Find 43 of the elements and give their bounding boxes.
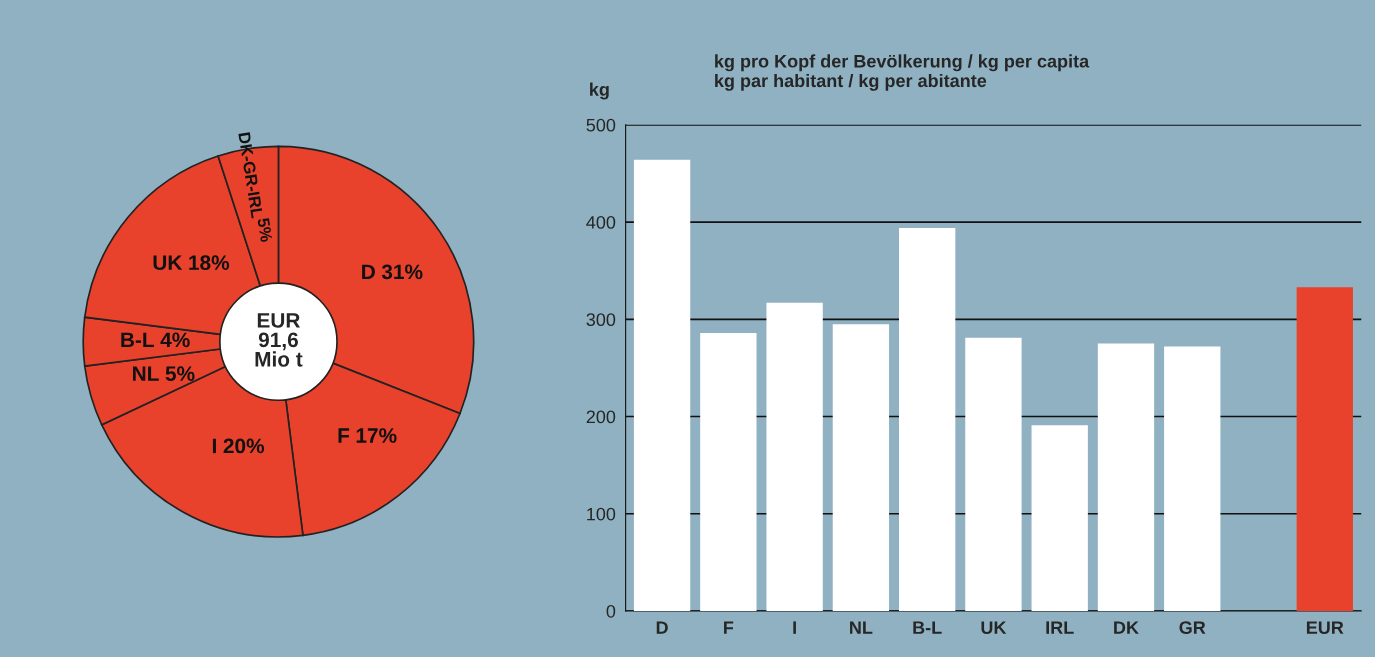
bar bbox=[766, 302, 823, 612]
bar bbox=[832, 324, 890, 612]
slice-label: UK bbox=[153, 255, 183, 271]
slice-label: DK-GR-IRL bbox=[238, 132, 264, 219]
slice-label: B-L bbox=[121, 332, 154, 348]
x-tick-label: B-L bbox=[913, 621, 942, 634]
bar bbox=[1296, 287, 1353, 612]
bar bbox=[1031, 425, 1088, 612]
x-tick-label: GR bbox=[1179, 621, 1206, 634]
slice-label: D bbox=[362, 264, 375, 279]
y-tick-label: 500 bbox=[586, 118, 616, 132]
bar bbox=[899, 227, 956, 612]
x-tick-label: F bbox=[724, 621, 734, 634]
y-axis-title: kg bbox=[590, 82, 609, 100]
slice-label: I bbox=[212, 438, 216, 454]
bar bbox=[965, 337, 1022, 612]
data-label: 20% bbox=[223, 438, 265, 454]
data-label: 31% bbox=[381, 264, 423, 280]
y-tick-label: 400 bbox=[586, 216, 616, 229]
data-label: 5% bbox=[165, 366, 195, 382]
x-tick-label: D bbox=[656, 621, 668, 634]
data-label: 17% bbox=[356, 428, 397, 443]
text: EUR 91,6 Mio t bbox=[255, 313, 303, 367]
slice-label: F bbox=[338, 428, 350, 443]
x-tick-label: NL bbox=[850, 621, 873, 634]
y-tick-label: 300 bbox=[586, 313, 616, 327]
y-tick-label: 200 bbox=[586, 410, 616, 424]
x-tick-label: UK bbox=[981, 621, 1007, 634]
x-tick-label: EUR bbox=[1306, 621, 1344, 634]
x-tick-label: IRL bbox=[1046, 621, 1074, 634]
y-tick-label: 0 bbox=[606, 604, 616, 618]
x-tick-label: DK bbox=[1114, 621, 1139, 634]
bar bbox=[1097, 343, 1155, 612]
y-tick-label: 100 bbox=[587, 507, 616, 521]
data-label: 4% bbox=[160, 332, 190, 348]
bar bbox=[1164, 346, 1221, 612]
x-tick-label: I bbox=[793, 621, 796, 634]
chart-title: kg pro Kopf der Bevölkerung / kg per capita kg par habitant / kg per abitante bbox=[715, 54, 1090, 91]
slice-label: NL bbox=[133, 366, 159, 381]
data-label: 5% bbox=[257, 217, 273, 243]
bar bbox=[633, 159, 691, 612]
data-label: 18% bbox=[189, 255, 230, 271]
bar bbox=[700, 332, 757, 612]
